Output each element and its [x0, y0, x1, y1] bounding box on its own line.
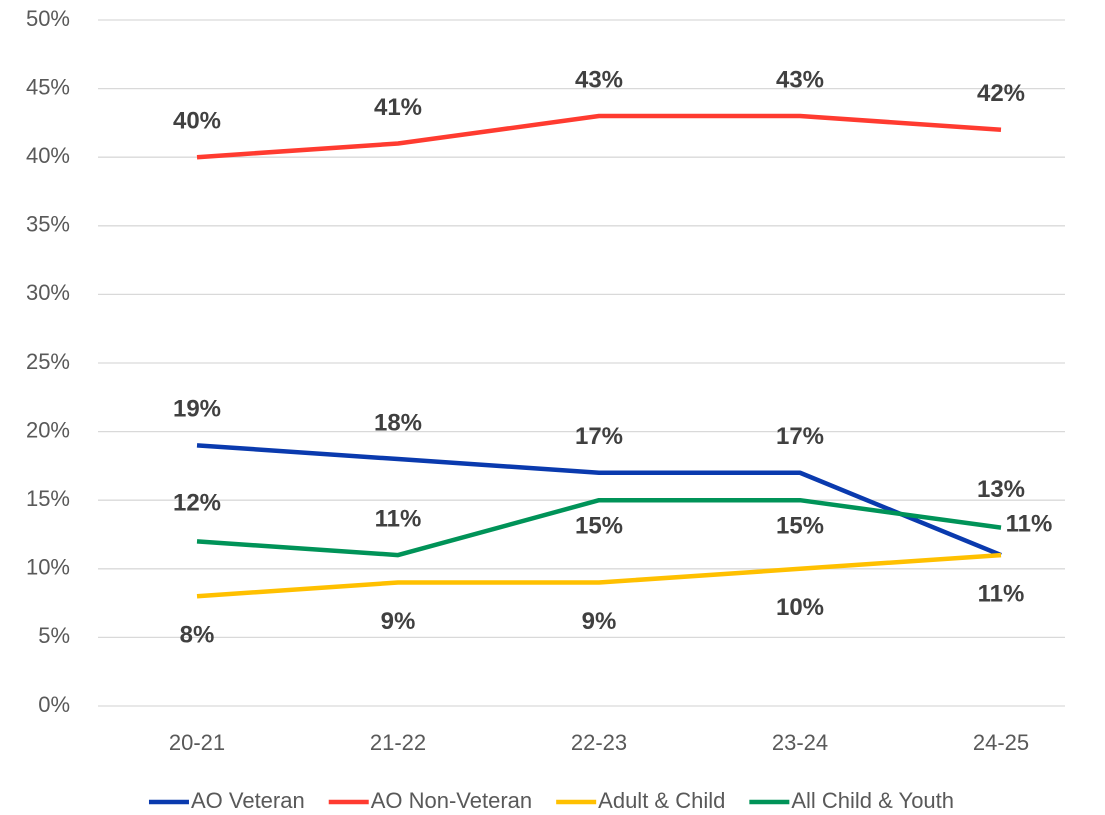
legend-label: AO Veteran: [191, 788, 305, 813]
y-tick-label: 50%: [26, 6, 70, 31]
data-label: 41%: [374, 94, 422, 121]
legend-label: Adult & Child: [598, 788, 725, 813]
data-label: 19%: [173, 396, 221, 423]
x-tick-label: 23-24: [772, 730, 828, 755]
x-tick-label: 22-23: [571, 730, 627, 755]
y-tick-label: 10%: [26, 555, 70, 580]
series-line: [196, 443, 1002, 558]
data-label: 43%: [575, 66, 623, 93]
data-label: 40%: [173, 108, 221, 135]
y-tick-label: 0%: [38, 692, 70, 717]
series-line: [196, 552, 1002, 599]
data-label: 11%: [1006, 510, 1053, 537]
data-label: 18%: [374, 409, 422, 436]
legend-label: All Child & Youth: [791, 788, 954, 813]
data-label: 15%: [776, 513, 824, 540]
y-tick-label: 45%: [26, 74, 70, 99]
data-label: 12%: [173, 490, 221, 517]
data-label: 9%: [381, 608, 416, 635]
data-label: 13%: [977, 476, 1025, 503]
y-tick-label: 30%: [26, 280, 70, 305]
legend-label: AO Non-Veteran: [371, 788, 532, 813]
y-tick-label: 25%: [26, 349, 70, 374]
data-label: 17%: [575, 423, 623, 450]
data-label: 15%: [575, 513, 623, 540]
y-tick-label: 40%: [26, 143, 70, 168]
data-label: 17%: [776, 423, 824, 450]
data-label: 11%: [375, 505, 422, 532]
data-label: 9%: [582, 608, 617, 635]
x-tick-label: 21-22: [370, 730, 426, 755]
y-tick-label: 35%: [26, 212, 70, 237]
data-label: 10%: [776, 594, 824, 621]
data-label: 11%: [978, 580, 1025, 607]
y-tick-label: 20%: [26, 417, 70, 442]
series-line: [196, 113, 1002, 160]
x-tick-label: 24-25: [973, 730, 1029, 755]
series-line: [196, 497, 1002, 558]
x-tick-label: 20-21: [169, 730, 225, 755]
data-label: 8%: [180, 622, 215, 649]
data-label: 43%: [776, 66, 824, 93]
y-tick-label: 5%: [38, 623, 70, 648]
data-label: 42%: [977, 80, 1025, 107]
y-tick-label: 15%: [26, 486, 70, 511]
